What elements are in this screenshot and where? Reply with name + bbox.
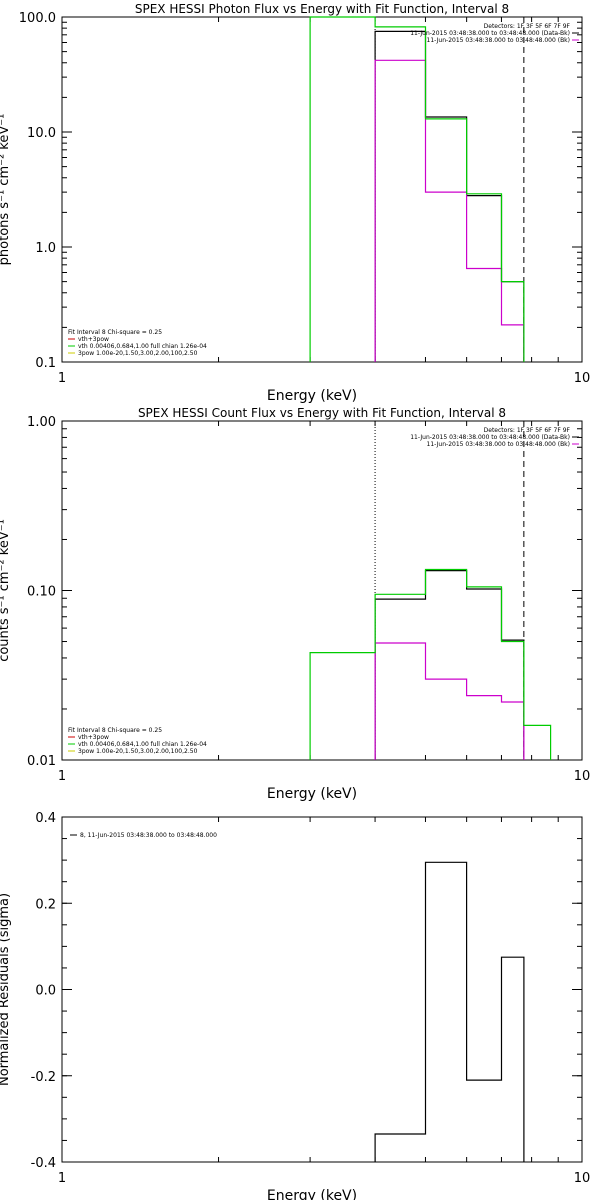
- y-axis-label: photons s⁻¹ cm⁻² keV⁻¹: [0, 114, 12, 266]
- x-tick-label: 1: [58, 1171, 66, 1186]
- legend-left-text: vth 0.00406,0.684,1.00 full chian 1.26e-…: [78, 343, 207, 350]
- x-axis-label: Energy (keV): [267, 786, 357, 802]
- y-tick-label: 0.10: [27, 585, 56, 600]
- y-axis-label: Normalized Residuals (sigma): [0, 893, 12, 1086]
- y-tick-label: 100.0: [19, 11, 56, 26]
- series-data-histogram: [374, 861, 525, 1162]
- plot-frame: [61, 816, 583, 1163]
- legend-left-text: 3pow 1.00e-20,1.50,3.00,2.00,100,2.50: [78, 748, 198, 755]
- series-model-histogram: [309, 16, 525, 362]
- legend-left-text: vth+3pow: [78, 336, 109, 343]
- panel-3: 1 10 Energy (keV) -0.4 -0.2 0.0 0.2 0.4 Normaliz…: [0, 811, 590, 1200]
- legend-left-text: 3pow 1.00e-20,1.50,3.00,2.00,100,2.50: [78, 350, 198, 357]
- y-tick-label: 0.1: [35, 356, 56, 371]
- legend-top-text: 8, 11-Jun-2015 03:48:38.000 to 03:48:48.…: [80, 832, 217, 839]
- series-bk-histogram: [374, 59, 525, 362]
- y-axis-label: counts s⁻¹ cm⁻² keV⁻¹: [0, 519, 12, 662]
- x-axis-label: Energy (keV): [267, 1188, 357, 1200]
- legend-left-text: vth 0.00406,0.684,1.00 full chian 1.26e-…: [78, 741, 207, 748]
- legend-left-text: vth+3pow: [78, 734, 109, 741]
- plot-frame: [61, 16, 583, 363]
- legend-right-text: 11-Jun-2015 03:48:38.000 to 03:48:48.000…: [427, 37, 570, 44]
- y-tick-label: 1.0: [35, 241, 56, 256]
- series-bk-histogram: [374, 642, 525, 760]
- y-tick-label: 10.0: [27, 126, 56, 141]
- plot-frame: [61, 420, 583, 761]
- legend-right-text: 11-Jun-2015 03:48:38.000 to 03:48:48.000…: [410, 434, 570, 441]
- panel-2: SPEX HESSI Count Flux vs Energy with Fit…: [0, 406, 590, 802]
- y-tick-label: 0.4: [35, 811, 56, 826]
- x-tick-label: 10: [574, 1171, 591, 1186]
- legend-right-text: Detectors: 1F 3F 5F 6F 7F 9F: [484, 427, 571, 434]
- y-tick-label: -0.4: [31, 1156, 56, 1171]
- y-tick-label: -0.2: [31, 1070, 56, 1085]
- y-tick-label: 1.00: [27, 415, 56, 430]
- x-tick-label: 1: [58, 371, 66, 386]
- legend-left-text: Fit Interval 8 Chi-square = 0.25: [68, 727, 162, 734]
- panel-1: SPEX HESSI Photon Flux vs Energy with Fi…: [0, 2, 590, 404]
- legend-right-text: 11-Jun-2015 03:48:38.000 to 03:48:48.000…: [427, 441, 570, 448]
- y-tick-label: 0.01: [27, 754, 56, 769]
- y-tick-label: 0.0: [35, 984, 56, 999]
- x-axis-label: Energy (keV): [267, 388, 357, 404]
- legend-right-text: Detectors: 1F 3F 5F 6F 7F 9F: [484, 23, 571, 30]
- y-tick-label: 0.2: [35, 897, 56, 912]
- series-model-histogram: [309, 568, 552, 760]
- x-tick-label: 1: [58, 769, 66, 784]
- x-tick-label: 10: [574, 769, 591, 784]
- x-tick-label: 10: [574, 371, 591, 386]
- legend-left-text: Fit Interval 8 Chi-square = 0.25: [68, 329, 162, 336]
- legend-right-text: 11-Jun-2015 03:48:38.000 to 03:48:48.000…: [410, 30, 570, 37]
- chart-title: SPEX HESSI Count Flux vs Energy with Fit…: [138, 406, 506, 420]
- chart-title: SPEX HESSI Photon Flux vs Energy with Fi…: [135, 2, 509, 16]
